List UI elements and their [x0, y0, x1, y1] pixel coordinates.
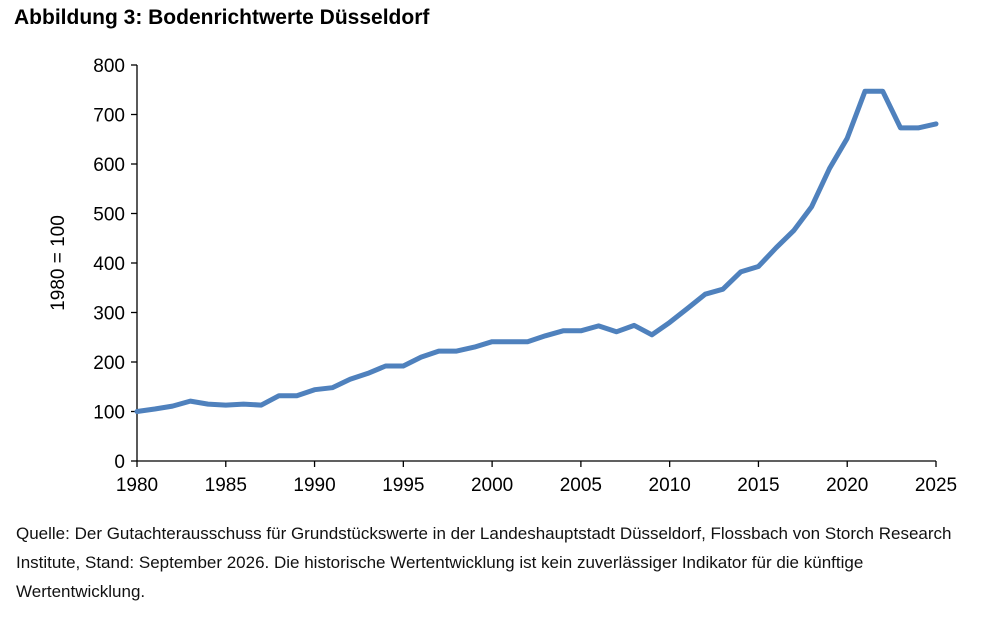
y-tick-label: 400: [93, 254, 125, 275]
y-tick-label: 800: [93, 56, 125, 77]
chart-title: Abbildung 3: Bodenrichtwerte Düsseldorf: [14, 6, 430, 29]
y-tick-labels: 0 100 200 300 400 500 600 700 800: [93, 56, 125, 473]
x-tick-label: 1995: [382, 475, 424, 496]
y-tick-label: 300: [93, 304, 125, 325]
source-note: Quelle: Der Gutachterausschuss für Grund…: [16, 524, 952, 601]
x-tick-label: 2020: [826, 475, 868, 496]
y-tick-label: 500: [93, 205, 125, 226]
x-tick-labels: 1980 1985 1990 1995 2000 2005 2010 2015 2020 2025: [116, 475, 957, 496]
y-tick-label: 0: [114, 452, 125, 473]
y-tick-label: 200: [93, 353, 125, 374]
y-tick-label: 100: [93, 403, 125, 424]
x-tick-label: 2010: [649, 475, 691, 496]
x-tick-label: 1985: [205, 475, 247, 496]
x-tick-label: 2005: [560, 475, 602, 496]
x-tick-label: 2025: [915, 475, 957, 496]
y-tick-label: 700: [93, 106, 125, 127]
chart-axes: [131, 64, 937, 467]
x-tick-label: 1980: [116, 475, 158, 496]
series-group: [134, 88, 939, 414]
series-line: [134, 88, 939, 414]
x-tick-label: 2000: [471, 475, 513, 496]
x-tick-label: 2015: [737, 475, 779, 496]
x-tick-label: 1990: [293, 475, 335, 496]
y-axis-label: 1980 = 100: [48, 215, 69, 311]
y-tick-label: 600: [93, 155, 125, 176]
